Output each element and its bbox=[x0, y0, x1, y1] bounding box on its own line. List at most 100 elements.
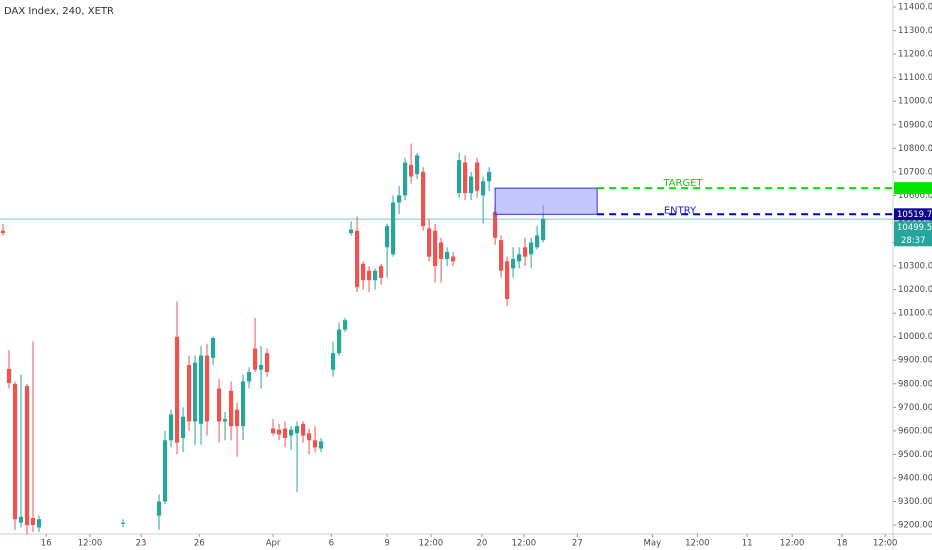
candle-body bbox=[258, 364, 264, 370]
candle-body bbox=[390, 202, 396, 255]
x-tick-label: 23 bbox=[136, 539, 147, 549]
candle-body bbox=[36, 519, 42, 528]
candle-body bbox=[270, 428, 276, 434]
candle-body bbox=[120, 522, 126, 524]
entry-price-box bbox=[894, 208, 932, 221]
y-tick-label: 11000.000 bbox=[898, 97, 932, 107]
candle-body bbox=[180, 416, 186, 438]
candle-body bbox=[0, 230, 6, 234]
candle-body bbox=[288, 429, 294, 436]
candle-body bbox=[505, 261, 510, 300]
candle-body bbox=[240, 381, 246, 427]
candle-body bbox=[246, 372, 252, 382]
y-tick-label: 9200.000 bbox=[898, 521, 932, 531]
candle-body bbox=[414, 155, 420, 175]
x-tick-label: 27 bbox=[572, 539, 583, 549]
candle-body bbox=[192, 362, 198, 422]
y-tick-label: 9700.000 bbox=[898, 403, 932, 413]
candle-body bbox=[541, 218, 546, 241]
x-tick-label: 12:00 bbox=[512, 539, 537, 549]
target-text: TARGET bbox=[662, 178, 703, 189]
x-tick-label: May bbox=[644, 539, 662, 549]
x-tick-label: 20 bbox=[476, 539, 487, 549]
candle-body bbox=[511, 258, 516, 269]
y-tick-label: 10800.000 bbox=[898, 144, 932, 154]
x-tick-label: 18 bbox=[837, 539, 848, 549]
x-tick-label: 12:00 bbox=[78, 539, 103, 549]
x-tick-label: 16 bbox=[41, 539, 52, 549]
countdown-label: 28:37 bbox=[901, 236, 926, 246]
candle-body bbox=[216, 388, 222, 422]
x-tick-label: 6 bbox=[329, 539, 334, 549]
y-tick-label: 9900.000 bbox=[898, 356, 932, 366]
candle-body bbox=[6, 368, 12, 384]
candle-body bbox=[234, 409, 240, 427]
candle-body bbox=[168, 414, 174, 441]
candle-body bbox=[264, 353, 270, 373]
candle-body bbox=[228, 390, 234, 427]
candle-body bbox=[420, 171, 426, 227]
candle-body bbox=[306, 433, 312, 441]
candle-body bbox=[475, 162, 480, 191]
target-price-box bbox=[894, 182, 932, 195]
y-tick-label: 9600.000 bbox=[898, 426, 932, 436]
candle-body bbox=[451, 256, 456, 262]
candle-body bbox=[312, 440, 318, 448]
candle-body bbox=[438, 242, 444, 259]
candle-body bbox=[18, 516, 24, 523]
y-tick-label: 11400.000 bbox=[898, 3, 932, 13]
candle-body bbox=[294, 426, 300, 434]
candle-body bbox=[396, 195, 402, 203]
candle-body bbox=[499, 240, 504, 271]
y-tick-label: 9400.000 bbox=[898, 473, 932, 483]
candle-body bbox=[366, 270, 372, 281]
candle-body bbox=[24, 386, 30, 526]
candle-body bbox=[222, 419, 228, 422]
candle-body bbox=[336, 329, 342, 354]
candle-body bbox=[342, 320, 348, 330]
candle-body bbox=[12, 383, 18, 520]
candle-body bbox=[408, 164, 414, 177]
y-tick-label: 11200.000 bbox=[898, 50, 932, 60]
x-tick-label: 12:00 bbox=[685, 539, 710, 549]
candle-body bbox=[535, 235, 540, 248]
candle-body bbox=[300, 423, 306, 436]
candle-body bbox=[318, 441, 324, 449]
x-tick-label: 12:00 bbox=[780, 539, 805, 549]
x-tick-label: 12:00 bbox=[873, 539, 898, 549]
y-tick-label: 10600.000 bbox=[898, 191, 932, 201]
last-price-box bbox=[894, 221, 932, 247]
x-tick-label: 11 bbox=[742, 539, 753, 549]
candle-body bbox=[252, 348, 258, 370]
y-tick-label: 10900.000 bbox=[898, 120, 932, 130]
candle-body bbox=[529, 242, 534, 255]
y-tick-label: 11300.000 bbox=[898, 26, 932, 36]
candle-body bbox=[276, 429, 282, 435]
y-tick-label: 10100.000 bbox=[898, 309, 932, 319]
candle-body bbox=[30, 517, 36, 526]
y-tick-label: 10200.000 bbox=[898, 285, 932, 295]
candle-body bbox=[174, 336, 180, 443]
candle-body bbox=[204, 355, 210, 422]
candle-body bbox=[523, 247, 528, 257]
candle-body bbox=[426, 228, 432, 257]
candle-body bbox=[162, 440, 168, 502]
x-tick-label: 9 bbox=[384, 539, 389, 549]
y-tick-label: 10000.000 bbox=[898, 332, 932, 342]
candle-body bbox=[198, 355, 204, 424]
candle-body bbox=[156, 501, 162, 516]
entry-text: ENTRY bbox=[664, 205, 697, 216]
y-tick-label: 9500.000 bbox=[898, 450, 932, 460]
x-tick-label: 26 bbox=[194, 539, 205, 549]
candle-body bbox=[330, 353, 336, 370]
candle-body bbox=[432, 230, 438, 267]
candle-body bbox=[481, 181, 486, 196]
candle-body bbox=[517, 254, 522, 262]
y-tick-label: 10700.000 bbox=[898, 167, 932, 177]
y-tick-label: 11100.000 bbox=[898, 73, 932, 83]
candle-body bbox=[282, 428, 288, 438]
candle-body bbox=[360, 263, 366, 281]
y-tick-label: 9800.000 bbox=[898, 379, 932, 389]
y-tick-label: 9300.000 bbox=[898, 497, 932, 507]
